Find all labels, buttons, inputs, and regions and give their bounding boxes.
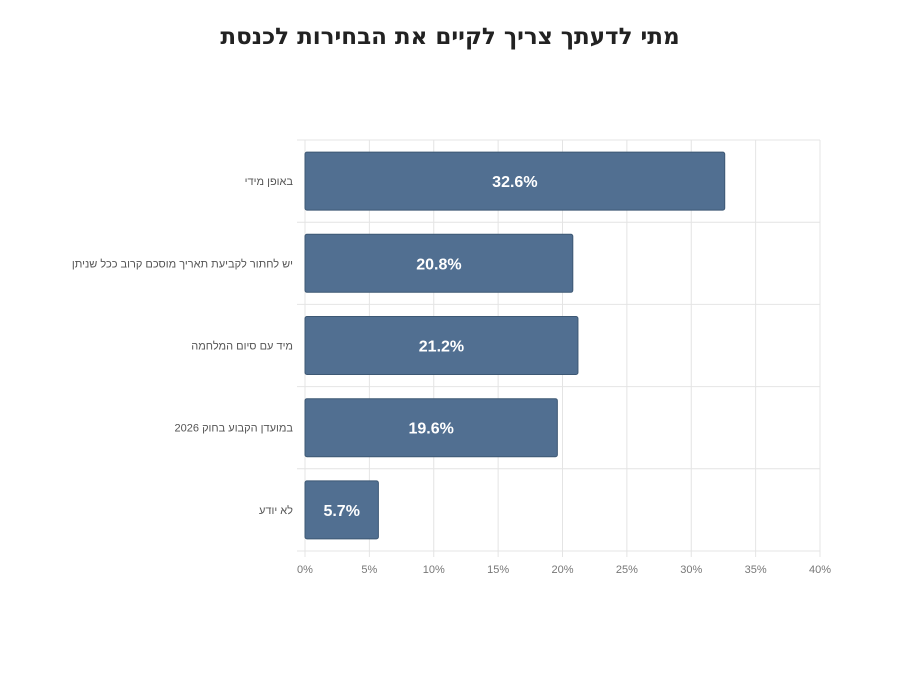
chart-title: מתי לדעתך צריך לקיים את הבחירות לכנסת [220, 24, 680, 50]
value-labels: 32.6% 20.8% 21.2% 19.6% 5.7% [323, 174, 537, 520]
bar [304, 233, 574, 293]
category-labels: באופן מידי יש לחתור לקביעת תאריך מוסכם קר… [72, 176, 294, 517]
category-label: מיד עם סיום המלחמה [191, 340, 293, 353]
data-label: 21.2% [419, 339, 464, 356]
bar [304, 398, 558, 458]
bars [304, 151, 726, 540]
x-tick-label: 15% [487, 564, 509, 576]
x-tick-label: 10% [423, 564, 445, 576]
x-tick-label: 0% [297, 564, 313, 576]
data-label: 20.8% [416, 256, 461, 273]
data-label: 32.6% [492, 174, 537, 191]
x-tick-label: 20% [551, 564, 573, 576]
bar [304, 151, 726, 211]
x-tick-label: 35% [745, 564, 767, 576]
x-tick-label: 5% [361, 564, 377, 576]
data-label: 19.6% [408, 421, 453, 438]
bar [304, 316, 579, 375]
category-label: יש לחתור לקביעת תאריך מוסכם קרוב ככל שני… [72, 257, 293, 270]
x-tick-label: 40% [809, 564, 831, 576]
x-axis-ticks: 0% 5% 10% 15% 20% 25% 30% 35% 40% [297, 564, 831, 576]
category-label: לא יודע [259, 504, 293, 517]
bar [304, 480, 379, 540]
x-tick-label: 25% [616, 564, 638, 576]
category-label: במועדן הקבוע בחוק 2026 [175, 423, 294, 435]
x-tick-label: 30% [680, 564, 702, 576]
data-label: 5.7% [323, 503, 359, 520]
category-label: באופן מידי [245, 176, 294, 188]
